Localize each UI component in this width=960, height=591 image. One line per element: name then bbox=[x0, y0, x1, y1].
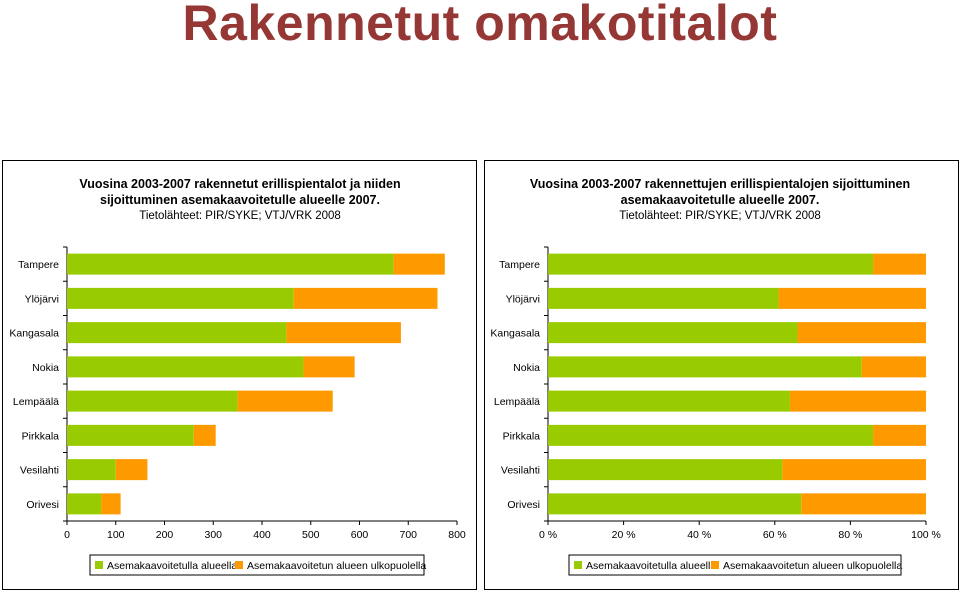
category-label: Ylöjärvi bbox=[25, 293, 59, 305]
legend-label: Asemakaavoitetulla alueella bbox=[586, 560, 716, 572]
legend-swatch bbox=[574, 561, 582, 569]
bar-segment bbox=[303, 356, 355, 378]
legend-label: Asemakaavoitetulla alueella bbox=[107, 560, 237, 572]
x-tick-label: 300 bbox=[204, 529, 222, 541]
category-label: Pirkkala bbox=[22, 430, 60, 442]
bar-segment bbox=[548, 424, 874, 446]
chart-title-line: asemakaavoitetulle alueelle 2007. bbox=[621, 193, 820, 207]
bar-segment bbox=[548, 287, 779, 309]
chart-absolute: Vuosina 2003-2007 rakennetut erillispien… bbox=[9, 177, 466, 576]
category-label: Tampere bbox=[499, 259, 540, 271]
bar-segment bbox=[67, 424, 194, 446]
category-label: Lempäälä bbox=[494, 396, 540, 408]
bar-segment bbox=[782, 459, 926, 481]
bar-segment bbox=[67, 253, 394, 275]
legend-box bbox=[89, 554, 425, 576]
x-tick-label: 100 % bbox=[911, 529, 941, 541]
chart-title-line: sijoittuminen asemakaavoitetulle alueell… bbox=[100, 193, 380, 207]
bar-segment bbox=[548, 459, 783, 481]
bar-segment bbox=[873, 424, 926, 446]
bar-segment bbox=[237, 390, 333, 412]
bar-segment bbox=[67, 493, 102, 515]
bar-segment bbox=[67, 287, 294, 309]
category-label: Kangasala bbox=[9, 328, 59, 340]
bar-segment bbox=[393, 253, 445, 275]
bar-segment bbox=[797, 322, 926, 344]
x-tick-label: 60 % bbox=[763, 529, 787, 541]
x-tick-label: 400 bbox=[253, 529, 271, 541]
bar-segment bbox=[778, 287, 926, 309]
category-label: Tampere bbox=[18, 259, 59, 271]
x-tick-label: 600 bbox=[351, 529, 369, 541]
chart-subtitle: Tietolähteet: PIR/SYKE; VTJ/VRK 2008 bbox=[619, 210, 821, 222]
legend-box bbox=[568, 554, 902, 576]
category-label: Orivesi bbox=[507, 499, 540, 511]
chart-title-line: Vuosina 2003-2007 rakennetut erillispien… bbox=[79, 177, 400, 191]
page-title: Rakennetut omakotitalot bbox=[182, 0, 778, 51]
category-label: Pirkkala bbox=[503, 430, 541, 442]
category-label: Nokia bbox=[32, 362, 59, 374]
chart-title-line: Vuosina 2003-2007 rakennettujen erillisp… bbox=[530, 177, 910, 191]
x-tick-label: 0 bbox=[64, 529, 70, 541]
category-label: Vesilahti bbox=[501, 465, 540, 477]
legend-label: Asemakaavoitetun alueen ulkopuolella bbox=[723, 560, 902, 572]
x-tick-label: 200 bbox=[156, 529, 174, 541]
bar-segment bbox=[193, 424, 216, 446]
bar-segment bbox=[67, 356, 304, 378]
category-label: Orivesi bbox=[26, 499, 59, 511]
chart-panel-absolute: Vuosina 2003-2007 rakennetut erillispien… bbox=[2, 160, 477, 590]
x-tick-label: 20 % bbox=[612, 529, 636, 541]
bar-segment bbox=[873, 253, 926, 275]
bar-segment bbox=[548, 390, 790, 412]
bar-segment bbox=[67, 459, 116, 481]
bar-segment bbox=[548, 356, 862, 378]
bar-segment bbox=[293, 287, 438, 309]
x-tick-label: 40 % bbox=[687, 529, 711, 541]
category-label: Ylöjärvi bbox=[506, 293, 540, 305]
x-tick-label: 100 bbox=[107, 529, 125, 541]
x-tick-label: 700 bbox=[399, 529, 417, 541]
bar-segment bbox=[101, 493, 121, 515]
legend-swatch bbox=[235, 561, 243, 569]
bar-segment bbox=[861, 356, 926, 378]
category-label: Kangasala bbox=[490, 328, 540, 340]
legend-swatch bbox=[95, 561, 103, 569]
bar-segment bbox=[801, 493, 926, 515]
x-tick-label: 500 bbox=[302, 529, 320, 541]
category-label: Vesilahti bbox=[20, 465, 59, 477]
legend-label: Asemakaavoitetun alueen ulkopuolella bbox=[247, 560, 426, 572]
bar-segment bbox=[789, 390, 926, 412]
bar-segment bbox=[548, 493, 802, 515]
bar-segment bbox=[286, 322, 401, 344]
chart-panel-percent: Vuosina 2003-2007 rakennettujen erillisp… bbox=[484, 160, 959, 590]
x-tick-label: 800 bbox=[448, 529, 466, 541]
category-label: Nokia bbox=[513, 362, 540, 374]
chart-percent: Vuosina 2003-2007 rakennettujen erillisp… bbox=[490, 177, 941, 576]
bar-segment bbox=[67, 322, 287, 344]
chart-subtitle: Tietolähteet: PIR/SYKE; VTJ/VRK 2008 bbox=[139, 210, 341, 222]
bar-segment bbox=[115, 459, 148, 481]
category-label: Lempäälä bbox=[13, 396, 59, 408]
x-tick-label: 0 % bbox=[539, 529, 557, 541]
bar-segment bbox=[548, 322, 798, 344]
x-tick-label: 80 % bbox=[838, 529, 862, 541]
legend-swatch bbox=[711, 561, 719, 569]
bar-segment bbox=[548, 253, 874, 275]
bar-segment bbox=[67, 390, 238, 412]
